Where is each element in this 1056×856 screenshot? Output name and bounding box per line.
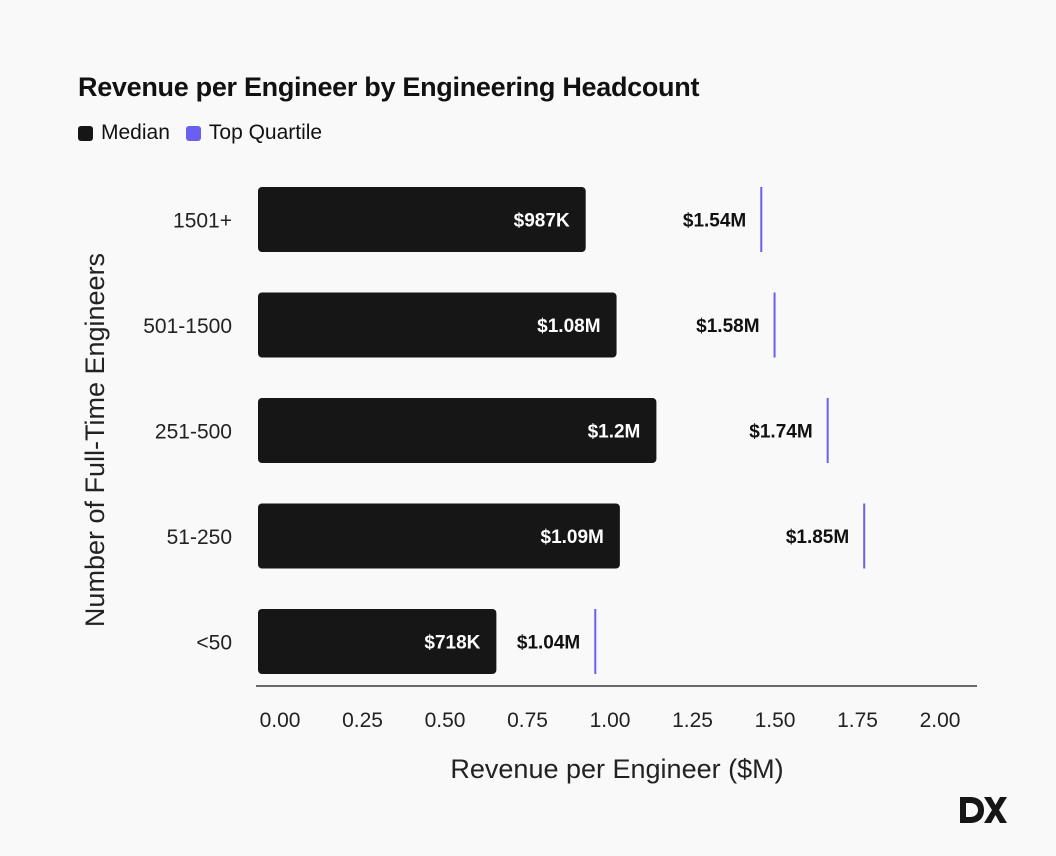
legend: Median Top Quartile <box>78 121 338 145</box>
x-tick-label: 2.00 <box>920 709 961 732</box>
median-bar-501-1500 <box>258 292 617 358</box>
x-tick-label: 0.00 <box>260 709 301 732</box>
median-value-label-251-500: $1.2M <box>588 422 641 443</box>
top-quartile-value-label-251-500: $1.74M <box>749 422 812 443</box>
median-value-label-1501: $987K <box>514 211 570 232</box>
median-value-label-51-250: $1.09M <box>541 527 604 548</box>
median-value-label-501-1500: $1.08M <box>537 316 600 337</box>
legend-item-top-quartile: Top Quartile <box>185 121 323 145</box>
y-tick-label-251-500: 251-500 <box>155 421 232 444</box>
top-quartile-value-label-50: $1.04M <box>517 633 580 654</box>
top-quartile-value-label-1501: $1.54M <box>683 211 746 232</box>
x-tick-label: 1.00 <box>590 709 631 732</box>
x-axis-title: Revenue per Engineer ($M) <box>450 754 783 784</box>
x-tick-label: 0.75 <box>507 709 548 732</box>
median-bar-51-250 <box>258 503 620 569</box>
legend-item-median: Median <box>78 121 170 145</box>
median-bar-50 <box>258 609 497 674</box>
dx-logo <box>960 797 1007 823</box>
y-tick-label-501-1500: 501-1500 <box>143 315 232 338</box>
x-tick-label: 0.25 <box>342 709 383 732</box>
median-bar-1501 <box>258 187 586 252</box>
y-tick-label-50: <50 <box>196 632 232 655</box>
x-tick-label: 1.50 <box>755 709 796 732</box>
top-quartile-value-label-51-250: $1.85M <box>786 527 849 548</box>
legend-swatch-median <box>78 125 93 141</box>
x-tick-label: 0.50 <box>425 709 466 732</box>
y-axis-title: Number of Full-Time Engineers <box>80 253 110 627</box>
top-quartile-value-label-501-1500: $1.58M <box>696 316 759 337</box>
x-tick-label: 1.75 <box>837 709 878 732</box>
chart-title: Revenue per Engineer by Engineering Head… <box>78 72 700 102</box>
y-tick-label-51-250: 51-250 <box>167 526 232 549</box>
legend-swatch-top-quartile <box>185 125 201 141</box>
legend-label-median: Median <box>101 121 170 144</box>
median-bar-251-500 <box>258 398 657 463</box>
legend-label-top-quartile: Top Quartile <box>208 121 323 144</box>
y-tick-label-1501: 1501+ <box>173 210 232 233</box>
median-value-label-50: $718K <box>424 633 480 654</box>
x-tick-label: 1.25 <box>672 709 713 732</box>
